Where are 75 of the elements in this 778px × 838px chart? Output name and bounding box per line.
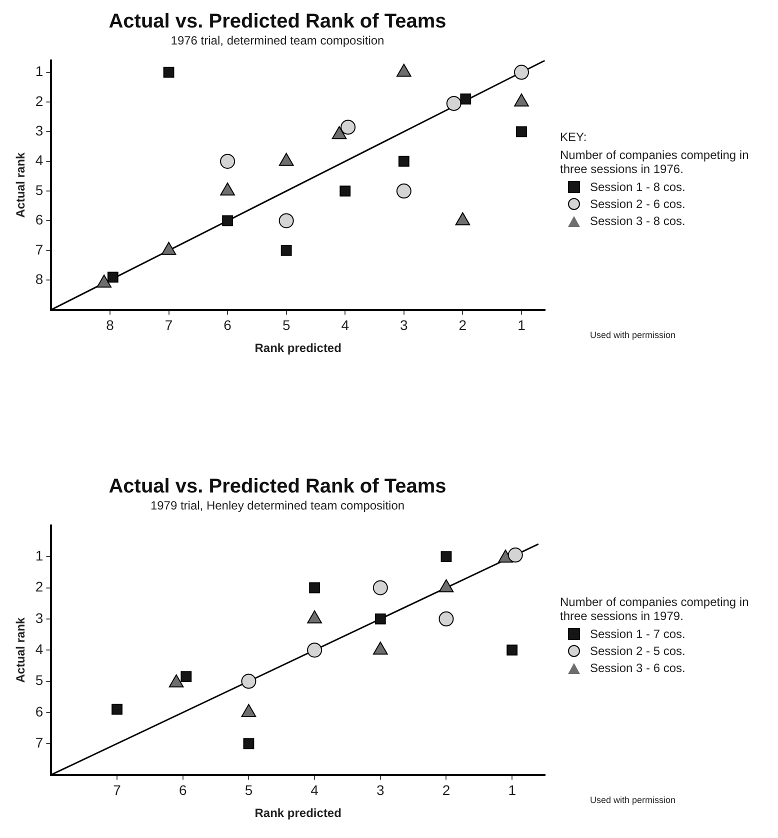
y-tick-label: 8 bbox=[35, 270, 44, 287]
point bbox=[398, 156, 410, 167]
point bbox=[163, 66, 174, 78]
y-tick-label: 1 bbox=[35, 547, 44, 564]
x-tick-label: 6 bbox=[178, 782, 187, 798]
point bbox=[220, 154, 236, 169]
y-tick-label: 3 bbox=[35, 122, 44, 139]
point bbox=[516, 126, 527, 138]
point bbox=[440, 551, 452, 562]
legend-label: Session 1 - 8 cos. bbox=[590, 180, 686, 194]
point bbox=[307, 642, 322, 658]
x-tick-label: 3 bbox=[376, 782, 384, 798]
point bbox=[396, 184, 412, 199]
text: Used with permission bbox=[590, 795, 676, 805]
point bbox=[438, 611, 454, 626]
point bbox=[180, 671, 192, 682]
point bbox=[506, 644, 518, 656]
y-tick-label: 5 bbox=[35, 672, 44, 688]
x-tick-label: 4 bbox=[310, 782, 319, 798]
point bbox=[222, 215, 233, 226]
y-tick-label: 2 bbox=[35, 578, 44, 595]
y-axis-title: Actual rank bbox=[14, 617, 28, 683]
text: KEY: bbox=[560, 130, 588, 144]
text: Used with permission bbox=[590, 330, 676, 340]
y-tick-label: 4 bbox=[35, 640, 44, 657]
x-tick-label: 6 bbox=[224, 317, 232, 334]
y-tick-label: 6 bbox=[35, 703, 44, 720]
x-axis-title: Rank predicted bbox=[254, 341, 342, 356]
legend-label: Session 1 - 7 cos. bbox=[590, 627, 686, 641]
chart-title: Actual vs. Predicted Rank of Teams bbox=[108, 10, 446, 33]
point bbox=[340, 120, 356, 135]
point bbox=[107, 272, 118, 283]
y-tick-label: 5 bbox=[35, 182, 44, 198]
legend-label: Session 2 - 5 cos. bbox=[590, 644, 686, 658]
x-tick-label: 1 bbox=[508, 782, 516, 798]
y-tick-label: 3 bbox=[35, 610, 44, 626]
point bbox=[241, 674, 256, 689]
chart-subtitle: 1979 trial, Henley determined team composition bbox=[150, 498, 405, 513]
x-tick-label: 5 bbox=[244, 782, 253, 798]
legend-title: Number of companies competing in three sessions in 1976. bbox=[560, 148, 750, 176]
x-tick-label: 3 bbox=[400, 317, 408, 334]
point bbox=[446, 96, 462, 111]
point bbox=[112, 704, 122, 715]
x-tick-label: 2 bbox=[458, 317, 467, 334]
x-axis-title: Rank predicted bbox=[254, 806, 342, 820]
y-tick-label: 4 bbox=[35, 152, 44, 168]
x-tick-label: 7 bbox=[164, 317, 173, 334]
point bbox=[372, 580, 388, 596]
point bbox=[508, 548, 523, 563]
x-tick-label: 2 bbox=[442, 782, 450, 798]
x-tick-label: 5 bbox=[282, 317, 290, 334]
y-tick-label: 2 bbox=[35, 92, 44, 109]
y-tick-label: 7 bbox=[35, 734, 44, 750]
point bbox=[514, 64, 529, 80]
legend-label: Session 3 - 6 cos. bbox=[590, 661, 686, 675]
x-tick-label: 7 bbox=[113, 782, 122, 798]
chart-subtitle: 1976 trial, determined team composition bbox=[170, 34, 384, 48]
chart-title: Actual vs. Predicted Rank of Teams bbox=[108, 476, 446, 498]
legend-label: Session 2 - 6 cos. bbox=[590, 197, 686, 211]
y-tick-label: 6 bbox=[35, 212, 44, 228]
point bbox=[340, 186, 351, 196]
point bbox=[374, 613, 386, 624]
x-tick-label: 8 bbox=[106, 317, 114, 334]
y-tick-label: 7 bbox=[35, 241, 44, 258]
legend-title: Number of companies competing in three sessions in 1979. bbox=[560, 595, 750, 623]
point bbox=[460, 94, 472, 104]
y-axis-title: Actual rank bbox=[14, 152, 28, 218]
legend-label: Session 3 - 8 cos. bbox=[590, 214, 686, 228]
x-tick-label: 4 bbox=[341, 317, 350, 334]
point bbox=[280, 244, 292, 256]
point bbox=[309, 582, 320, 594]
point bbox=[278, 213, 294, 228]
x-tick-label: 1 bbox=[518, 317, 526, 334]
y-tick-label: 1 bbox=[35, 63, 44, 80]
point bbox=[243, 738, 254, 750]
